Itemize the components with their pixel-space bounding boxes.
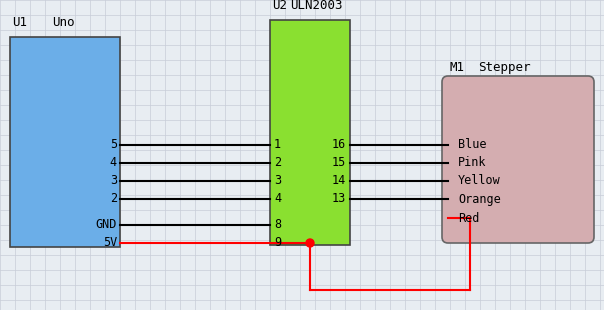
- Text: 3: 3: [110, 175, 117, 188]
- Circle shape: [306, 239, 314, 247]
- FancyBboxPatch shape: [442, 76, 594, 243]
- Text: GND: GND: [95, 219, 117, 232]
- Text: Red: Red: [458, 211, 480, 224]
- Text: 14: 14: [332, 175, 346, 188]
- Text: Stepper: Stepper: [478, 61, 530, 74]
- Text: 4: 4: [274, 193, 281, 206]
- Text: 9: 9: [274, 237, 281, 250]
- Text: Uno: Uno: [52, 16, 74, 29]
- Text: 13: 13: [332, 193, 346, 206]
- Text: 5V: 5V: [103, 237, 117, 250]
- Text: 16: 16: [332, 139, 346, 152]
- Text: U2: U2: [272, 0, 287, 12]
- Text: 3: 3: [274, 175, 281, 188]
- Text: U1: U1: [12, 16, 27, 29]
- Text: Yellow: Yellow: [458, 175, 501, 188]
- FancyBboxPatch shape: [10, 37, 120, 247]
- Text: M1: M1: [450, 61, 465, 74]
- Text: Orange: Orange: [458, 193, 501, 206]
- Text: 15: 15: [332, 157, 346, 170]
- Text: 1: 1: [274, 139, 281, 152]
- Text: 8: 8: [274, 219, 281, 232]
- Text: Pink: Pink: [458, 157, 486, 170]
- Text: Blue: Blue: [458, 139, 486, 152]
- Text: 2: 2: [274, 157, 281, 170]
- FancyBboxPatch shape: [270, 20, 350, 245]
- Text: 2: 2: [110, 193, 117, 206]
- Text: 4: 4: [110, 157, 117, 170]
- Text: 5: 5: [110, 139, 117, 152]
- Text: ULN2003: ULN2003: [290, 0, 342, 12]
